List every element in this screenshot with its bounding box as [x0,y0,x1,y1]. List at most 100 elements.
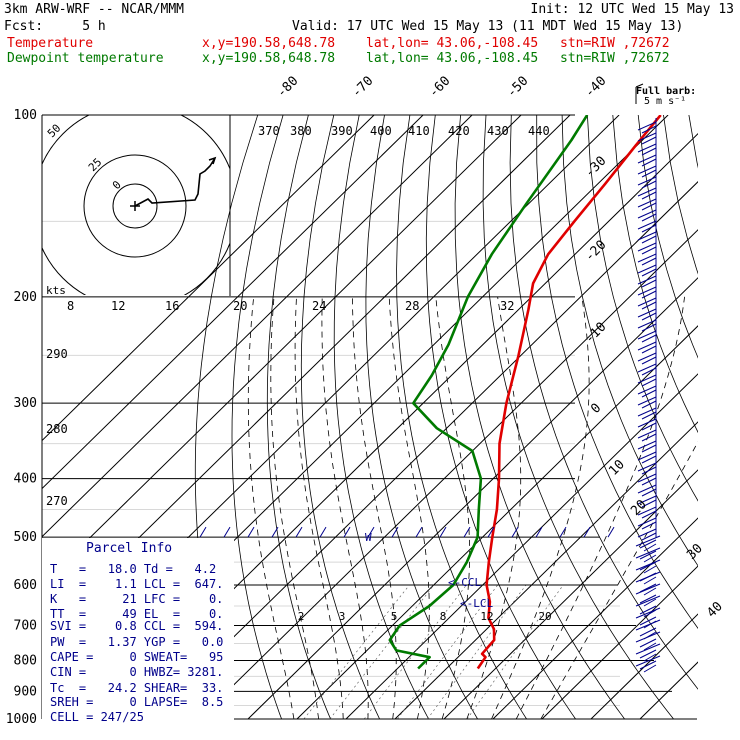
isotherm [394,421,698,720]
isotherm [149,181,698,720]
pressure-tick-label: 800 [14,653,37,668]
wind-barb [637,484,657,497]
dry-adiabat [561,115,698,567]
wind-barb-tick [367,526,375,538]
theta-label: 270 [46,494,68,508]
legend-dewpoint-name: Dewpoint temperature [7,51,164,66]
wind-barb [639,649,657,662]
forecast-hour: Fcst: 5 h [4,19,106,34]
dry-adiabat [454,115,625,720]
wind-barb [637,473,657,486]
isotherm-label: -40 [582,74,609,101]
wind-barb [639,539,657,552]
wind-barb [637,143,657,156]
wind-barb [637,429,657,442]
wind-barb-tick [319,526,327,538]
legend-temperature-xy: x,y=190.58,648.78 [202,36,336,51]
wind-barb [637,242,657,255]
init-time: Init: 12 UTC Wed 15 May 13 [530,2,735,17]
isotherm-label: -60 [426,74,453,101]
wind-barb [639,561,657,574]
wind-barb [637,198,657,211]
wind-barb-tick [535,526,543,538]
moist-adiabat [352,296,397,720]
parcel-info-row: TT = 49 EL = 0. [50,607,223,621]
isotherm [42,115,375,442]
theta-label: 420 [448,124,470,138]
pressure-tick-label: 400 [14,472,37,487]
dry-adiabat [509,115,698,690]
wind-barb-staff [635,631,661,643]
dry-adiabat [688,115,698,169]
wind-barb [637,495,657,508]
wind-barb [639,660,657,673]
dry-adiabat [300,115,380,720]
dry-adiabat [425,115,576,720]
wind-speed-label: 28 [405,299,419,313]
mixing-ratio-label: 8 [440,610,447,623]
wind-barb-tick [607,526,615,538]
hodograph-ring [83,154,187,258]
ccl-marker: <-CCL [448,576,481,589]
wind-barb [637,330,657,343]
wind-barb-staff [635,643,661,655]
mixing-ratio-line [303,584,410,720]
wind-barb [639,583,657,596]
wind-barb-tick [223,526,231,538]
isotherm [492,517,698,720]
wind-barb-staff [635,607,661,619]
isotherm [42,115,522,586]
theta-label: 290 [46,347,68,361]
parcel-info-row: T = 18.0 Td = 4.2 [50,562,216,576]
pressure-tick-label: 100 [14,108,37,123]
isotherm [296,325,698,720]
wind-barb-staff [635,535,661,547]
dry-adiabat [714,115,740,719]
legend-temperature-latlon: lat,lon= 43.06,-108.45 [366,36,539,51]
pressure-tick-label: 1000 [6,712,37,727]
dry-adiabat [587,115,698,502]
wind-barb [637,231,657,244]
wind-barb [637,154,657,167]
dry-adiabat [231,115,284,720]
dry-adiabat [612,115,698,434]
barb-legend-value: 5 m s⁻¹ [644,96,686,107]
parcel-info-row: LI = 1.1 LCL = 647. [50,577,223,591]
hodograph-ring-label: 50 [45,122,64,141]
theta-label: 280 [46,422,68,436]
wind-barb-staff [635,571,661,583]
wind-barb [637,451,657,464]
hodograph-ring [112,183,158,229]
moist-adiabat [270,296,319,720]
pressure-tick-label: 500 [14,530,37,545]
isotherm-label: -10 [582,320,609,347]
series-layer [388,115,662,670]
wind-barb-tick [583,526,591,538]
mixing-ratio-label: 12 [480,610,493,623]
wind-barb [637,220,657,233]
moist-adiabat [294,296,344,720]
parcel-info-row: CAPE = 0 SWEAT= 95 [50,650,223,664]
barb-legend-title: Full barb: [636,86,696,97]
wind-barb-staff [635,547,661,559]
wind-barb [637,297,657,310]
wind-barb [637,121,657,134]
wind-barb-tick [247,526,255,538]
wind-barb-staff [635,619,661,631]
wind-barb [639,638,657,651]
isotherm-label: 40 [704,599,726,621]
theta-label: 370 [258,124,280,138]
parcel-info-row: Tc = 24.2 SHEAR= 33. [50,681,223,695]
model-title: 3km ARW-WRF -- NCAR/MMM [4,2,185,17]
parcel-info-title: Parcel Info [86,541,172,556]
wind-barb-tick [295,526,303,538]
dry-adiabat [482,115,674,720]
theta-label: 400 [370,124,392,138]
mixing-ratio-label: 3 [339,610,346,623]
legend-temperature-name: Temperature [7,36,94,51]
wind-barb [637,407,657,420]
lcl-marker: <-LCL [460,597,493,610]
wind-barb [637,286,657,299]
wind-barb-tick [343,526,351,538]
dry-adiabat [333,115,429,720]
